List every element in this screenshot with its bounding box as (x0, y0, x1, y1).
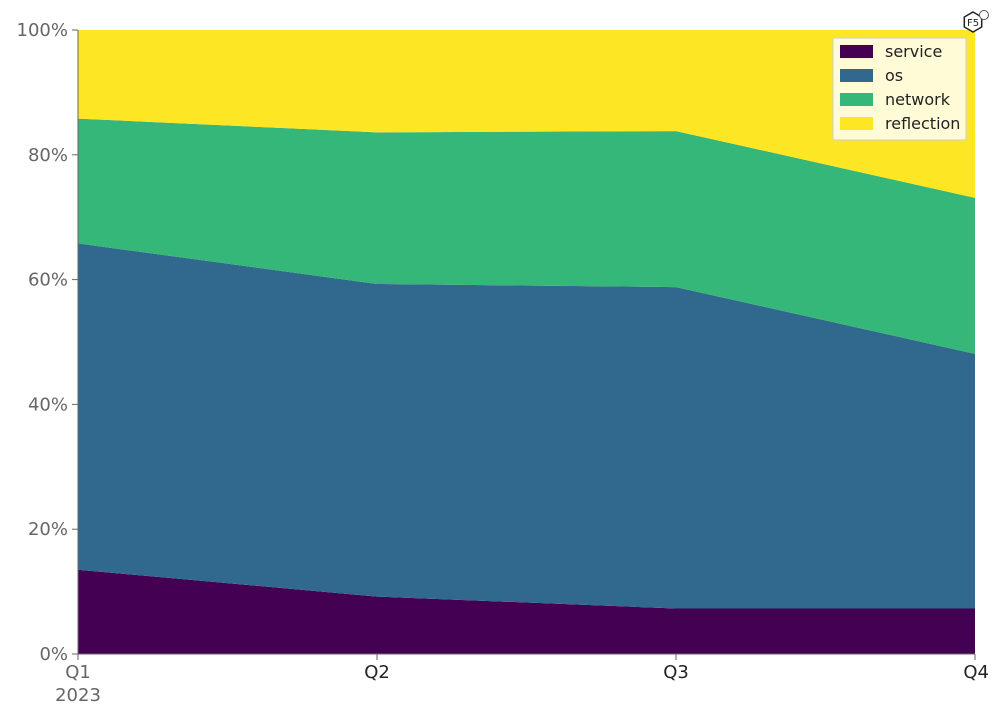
area-reflection (78, 30, 975, 198)
y-tick-label: 0% (39, 644, 68, 665)
y-ticks: 0% 20% 40% 60% 80% 100% (17, 20, 78, 665)
x-tick-label: Q2 (364, 662, 390, 683)
legend-label-reflection: reflection (885, 114, 960, 133)
legend-box (832, 37, 967, 141)
x-tick-label: Q4 (963, 662, 989, 683)
x-tick-label: Q3 (663, 662, 689, 683)
y-tick-label: 20% (28, 519, 68, 540)
x-tick-sublabel: 2023 (55, 685, 101, 706)
area-os (78, 243, 975, 609)
area-service (78, 569, 975, 654)
legend-swatch-service (840, 45, 873, 58)
legend: service os network reflection (832, 37, 967, 141)
legend-label-os: os (885, 66, 903, 85)
area-layer (78, 30, 975, 654)
x-tick-label: Q1 (65, 662, 91, 683)
legend-swatch-network (840, 93, 873, 106)
y-tick-label: 100% (17, 20, 68, 41)
y-tick-label: 60% (28, 270, 68, 291)
axes (77, 30, 975, 655)
legend-label-network: network (885, 90, 951, 109)
y-tick-label: 40% (28, 394, 68, 415)
y-tick-label: 80% (28, 145, 68, 166)
legend-swatch-reflection (840, 117, 873, 130)
area-network (78, 118, 975, 354)
watermark-text: F5 (967, 18, 979, 29)
watermark-logo: F5 (963, 10, 989, 33)
small-badge-icon (979, 10, 989, 20)
legend-label-service: service (885, 42, 942, 61)
legend-swatch-os (840, 69, 873, 82)
